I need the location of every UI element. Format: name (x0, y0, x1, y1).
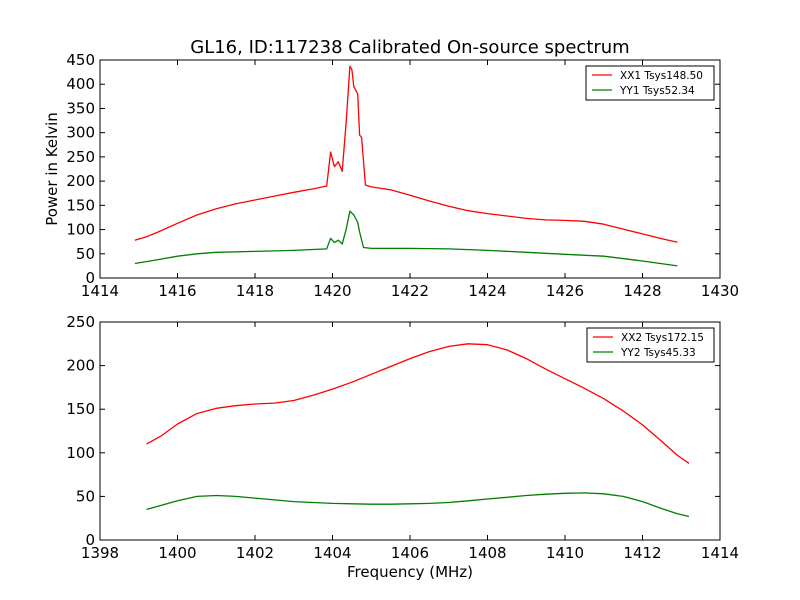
x-tick-label: 1406 (391, 544, 429, 562)
legend-entry-label: XX2 Tsys172.15 (621, 332, 704, 344)
y-tick-label: 0 (85, 531, 95, 549)
x-tick-label: 1430 (701, 282, 739, 300)
x-tick-label: 1414 (701, 544, 739, 562)
x-tick-label: 1426 (546, 282, 584, 300)
y-tick-label: 200 (66, 172, 95, 190)
y-tick-label: 150 (66, 400, 95, 418)
y-tick-label: 300 (66, 124, 95, 142)
series-line-yy1 (134, 210, 678, 267)
series-line-xx1 (134, 65, 678, 243)
legend: XX2 Tsys172.15 YY2 Tsys45.33 (586, 327, 715, 363)
x-tick-label: 1414 (81, 282, 119, 300)
y-tick-label: 50 (76, 245, 95, 263)
x-tick-label: 1418 (236, 282, 274, 300)
legend-box (586, 327, 715, 363)
y-tick-label: 50 (76, 487, 95, 505)
x-tick-label: 1422 (391, 282, 429, 300)
y-tick-label: 450 (66, 51, 95, 69)
y-tick-label: 100 (66, 444, 95, 462)
bottom-panel: 1398 1400 1402 1404 1406 1408 1410 1412 1414 0 50 1… (66, 313, 739, 562)
legend: XX1 Tsys148.50 YY1 Tsys52.34 (585, 65, 715, 101)
x-tick-label: 1400 (158, 544, 196, 562)
x-tick-label: 1402 (236, 544, 274, 562)
y-tick-label: 250 (66, 313, 95, 331)
x-tick-label: 1428 (623, 282, 661, 300)
legend-entry-label: YY1 Tsys52.34 (619, 85, 695, 97)
legend-entry-label: YY2 Tsys45.33 (620, 347, 696, 359)
legend-box (585, 65, 715, 101)
y-tick-label: 350 (66, 99, 95, 117)
y-tick-label: 200 (66, 357, 95, 375)
y-tick-label: 400 (66, 75, 95, 93)
x-tick-label: 1398 (81, 544, 119, 562)
y-tick-label: 100 (66, 221, 95, 239)
x-tick-label: 1410 (546, 544, 584, 562)
legend-entry-label: XX1 Tsys148.50 (620, 70, 703, 82)
x-tick-label: 1412 (623, 544, 661, 562)
series-line-yy2 (146, 492, 690, 518)
x-tick-label: 1416 (158, 282, 196, 300)
series-line-xx2 (146, 343, 690, 464)
x-tick-label: 1424 (468, 282, 506, 300)
y-tick-label: 0 (85, 269, 95, 287)
x-tick-label: 1408 (468, 544, 506, 562)
chart-title: GL16, ID:117238 Calibrated On-source spe… (190, 37, 629, 58)
y-tick-label: 150 (66, 196, 95, 214)
y-tick-label: 250 (66, 148, 95, 166)
x-axis-label: Frequency (MHz) (347, 563, 473, 581)
top-panel: 1414 1416 1418 1420 1422 1424 1426 1428 1430 0 50 1… (66, 51, 739, 300)
x-tick-label: 1404 (313, 544, 351, 562)
x-tick-label: 1420 (313, 282, 351, 300)
y-axis-label: Power in Kelvin (43, 112, 61, 226)
